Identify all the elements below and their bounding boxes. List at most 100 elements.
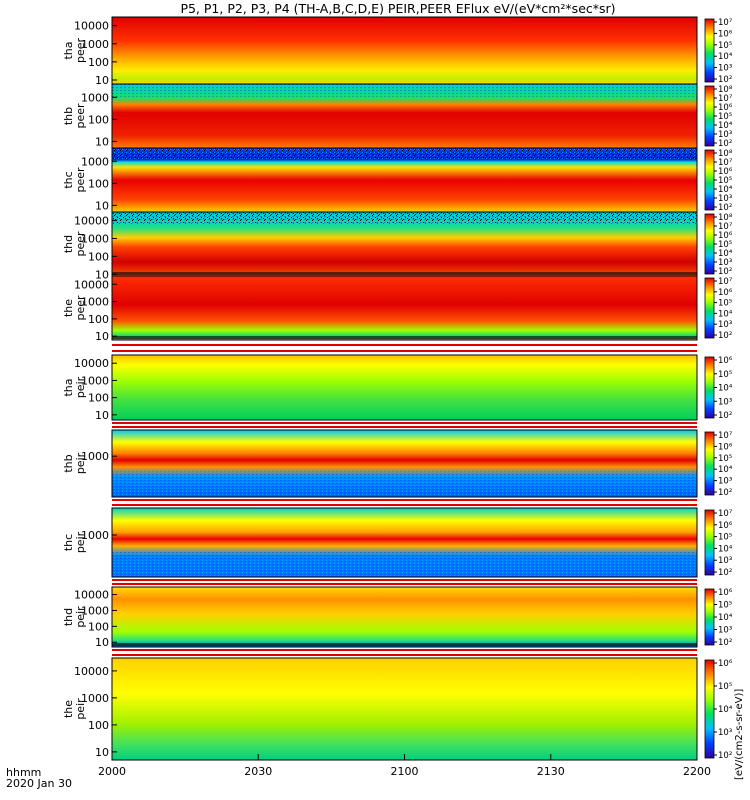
panel-species-label: peir — [74, 376, 87, 398]
colorbar-tick-label: 10³ — [718, 194, 732, 204]
y-tick-label: 10 — [95, 74, 109, 87]
y-tick-label: 10 — [95, 330, 109, 343]
x-tick-label: 2130 — [537, 765, 565, 778]
y-tick-label: 10000 — [74, 20, 109, 33]
colorbar-tick-label: 10² — [718, 488, 732, 498]
colorbar-tick-label: 10² — [718, 139, 732, 149]
colorbar-tick-label: 10³ — [718, 258, 732, 268]
dropout-speckle — [112, 212, 697, 224]
colorbar-tick-label: 10⁵ — [718, 601, 732, 611]
y-tick-label: 100 — [88, 250, 109, 263]
colorbar: 10² 10³ 10⁴ 10⁵ 10⁶ — [704, 356, 733, 421]
figure-title: P5, P1, P2, P3, P4 (TH-A,B,C,D,E) PEIR,P… — [180, 1, 615, 16]
x-axis-label: hhmm — [6, 766, 41, 779]
colorbar-tick-label: 10⁶ — [718, 659, 733, 669]
colorbar-tick-label: 10³ — [718, 728, 732, 738]
colorbar-scale — [704, 509, 715, 576]
panel-species-label: peer — [74, 295, 87, 321]
colorbar-scale — [704, 431, 715, 496]
lower-fill-line — [112, 272, 697, 275]
y-tick-label: 10000 — [74, 278, 109, 291]
spectrogram-image — [112, 658, 697, 760]
spectrogram-image — [112, 587, 697, 647]
colorbar-scale — [704, 149, 715, 211]
colorbar-tick-label: 10⁷ — [718, 222, 733, 232]
y-tick-label: 100 — [88, 313, 109, 326]
spectrogram-image — [112, 276, 697, 340]
colorbar-tick-label: 10⁵ — [718, 454, 732, 464]
panel-tha-peir: 10 100 1000 10000 tha peir 10² 10³ 10⁴ 10⁵ 10⁶ — [62, 354, 733, 422]
panel-probe-label: thd — [62, 608, 75, 626]
colorbar-tick-label: 10⁶ — [718, 288, 733, 298]
colorbar-tick-label: 10⁶ — [718, 442, 733, 452]
lower-fill-line — [112, 336, 697, 339]
colorbar-tick-label: 10⁴ — [718, 384, 733, 394]
colorbar-tick-label: 10⁸ — [718, 149, 733, 159]
panel-species-label: peer — [74, 167, 87, 193]
y-tick-label: 1000 — [81, 296, 109, 309]
colorbar: 10² 10³ 10⁴ 10⁵ 10⁶ — [704, 659, 733, 761]
gap-marker — [112, 583, 697, 585]
y-tick-label: 100 — [88, 177, 109, 190]
panel-probe-label: tha — [62, 41, 75, 59]
spectrogram-image — [112, 17, 697, 84]
panel-probe-label: the — [62, 299, 75, 317]
colorbar-tick-label: 10⁵ — [718, 240, 732, 250]
y-tick-label: 10000 — [74, 357, 109, 370]
colorbar-tick-label: 10³ — [718, 130, 732, 140]
y-tick-label: 10 — [95, 268, 109, 281]
colorbar-tick-label: 10⁷ — [718, 431, 733, 441]
colorbar-tick-label: 10⁶ — [718, 356, 733, 366]
colorbar-tick-label: 10⁵ — [718, 112, 732, 122]
panel-frame — [111, 429, 698, 498]
colorbar-tick-label: 10⁶ — [718, 231, 733, 241]
colorbar-tick-label: 10⁷ — [718, 18, 733, 28]
gap-marker — [112, 422, 697, 424]
y-tick-label: 1000 — [81, 155, 109, 168]
colorbar-tick-label: 10⁶ — [718, 588, 733, 598]
y-tick-label: 1000 — [81, 529, 109, 542]
colorbar: 10² 10³ 10⁴ 10⁵ 10⁶ — [704, 588, 733, 648]
colorbar-tick-label: 10⁴ — [718, 465, 733, 475]
panel-probe-label: thc — [62, 171, 75, 188]
y-tick-label: 1000 — [81, 692, 109, 705]
colorbar-tick-label: 10⁴ — [718, 544, 733, 554]
colorbar-tick-label: 10⁴ — [718, 249, 733, 259]
noise-band — [112, 84, 697, 97]
panel-probe-label: thb — [62, 454, 75, 472]
panel-thd-peer: 10 100 1000 10000 thd peer 10²10³10⁴10⁵10⁶10⁷1… — [62, 211, 733, 281]
colorbar-tick-label: 10⁷ — [718, 509, 733, 519]
colorbar-scale — [704, 356, 715, 419]
panel-species-label: peer — [74, 103, 87, 129]
colorbar-tick-label: 10⁵ — [718, 176, 732, 186]
y-tick-label: 10 — [95, 746, 109, 759]
panel-species-label: peir — [74, 606, 87, 628]
y-tick-label: 10 — [95, 636, 109, 649]
gap-marker — [112, 344, 697, 346]
panel-thd-peir: 10 100 1000 10000 thd peir 10² 10³ 10⁴ 10⁵ 10⁶ — [62, 586, 733, 649]
colorbar-tick-label: 10⁵ — [718, 370, 732, 380]
colorbar-tick-label: 10³ — [718, 397, 732, 407]
colorbar-scale — [704, 277, 715, 339]
panel-species-label: peir — [74, 452, 87, 474]
panel-frame — [111, 507, 698, 578]
colorbar-scale — [704, 588, 715, 646]
colorbar-tick-label: 10⁸ — [718, 85, 733, 95]
y-tick-label: 100 — [88, 392, 109, 405]
colorbar-scale — [704, 213, 715, 275]
colorbar-tick-label: 10² — [718, 203, 732, 213]
lower-fill-line — [112, 643, 697, 646]
y-tick-label: 10000 — [74, 589, 109, 602]
y-tick-label: 10 — [95, 409, 109, 422]
y-tick-label: 1000 — [81, 91, 109, 104]
colorbar-tick-label: 10³ — [718, 477, 732, 487]
